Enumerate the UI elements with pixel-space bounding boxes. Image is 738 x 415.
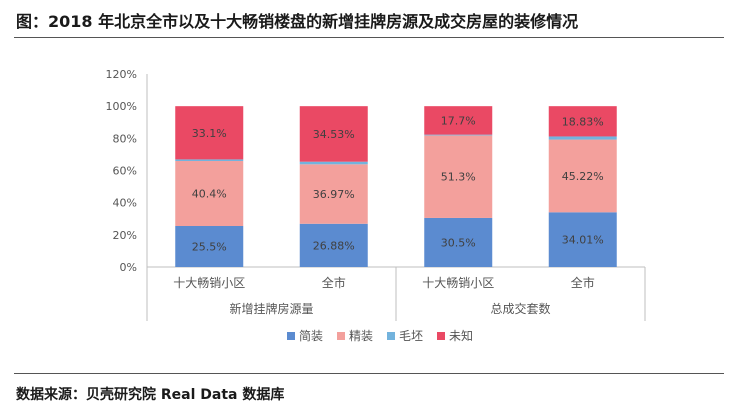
chart-title: 图：2018 年北京全市以及十大畅销楼盘的新增挂牌房源及成交房屋的装修情况 — [16, 12, 579, 31]
bar-segment — [424, 217, 493, 267]
bar-segment — [299, 223, 368, 267]
bar-segment — [548, 212, 617, 267]
top-divider — [14, 37, 724, 38]
bar-segment — [548, 136, 617, 140]
x-category-label: 十大畅销小区 — [173, 276, 245, 290]
x-category-label: 全市 — [322, 275, 346, 290]
data-label: 33.1% — [192, 127, 227, 140]
bar-segment — [175, 159, 244, 162]
data-source-note: 数据来源：贝壳研究院 Real Data 数据库 — [16, 387, 285, 403]
bar-segment — [548, 106, 617, 137]
stacked-bar-chart: 0% 20% 40% 60% 80% 100% 120% 25.5% 40.4% 33.1% 十大畅… — [106, 68, 646, 343]
legend-label: 毛坯 — [399, 329, 423, 343]
bar-segment — [424, 106, 493, 135]
data-label: 40.4% — [192, 187, 227, 200]
x-category-label: 全市 — [571, 275, 595, 290]
data-label: 18.83% — [562, 115, 604, 128]
data-label: 26.88% — [313, 239, 355, 252]
y-tick-label: 100% — [106, 100, 137, 113]
bar-segment — [175, 161, 244, 226]
data-label: 36.97% — [313, 188, 355, 201]
y-tick-label: 60% — [113, 165, 137, 178]
data-label: 51.3% — [441, 171, 476, 184]
y-tick-label: 40% — [113, 197, 137, 210]
legend-label: 简装 — [299, 329, 323, 343]
data-label: 34.53% — [313, 128, 355, 141]
legend-swatch — [387, 332, 395, 340]
x-group-label: 新增挂牌房源量 — [229, 301, 313, 316]
legend-label: 精装 — [349, 329, 373, 343]
y-tick-label: 20% — [113, 229, 137, 242]
x-category-label: 十大畅销小区 — [422, 276, 494, 290]
data-label: 30.5% — [441, 236, 476, 249]
x-group-label: 总成交套数 — [490, 301, 550, 316]
bar-segment — [299, 161, 368, 165]
legend-swatch — [437, 332, 445, 340]
data-label: 25.5% — [192, 240, 227, 253]
data-label: 45.22% — [562, 170, 604, 183]
y-tick-label: 80% — [113, 132, 137, 145]
legend-swatch — [287, 332, 295, 340]
bar-segment — [424, 135, 493, 218]
data-label: 34.01% — [562, 234, 604, 247]
bar-segment — [299, 164, 368, 224]
bar-segment — [424, 134, 493, 136]
legend-label: 未知 — [449, 329, 473, 343]
bar-segment — [175, 225, 244, 267]
data-label: 17.7% — [441, 114, 476, 127]
bar-segment — [548, 139, 617, 213]
bar-segment — [299, 106, 368, 162]
y-tick-label: 0% — [120, 261, 137, 274]
legend-swatch — [337, 332, 345, 340]
bar-segment — [175, 106, 244, 160]
y-tick-label: 120% — [106, 68, 137, 81]
bottom-divider — [14, 373, 724, 374]
